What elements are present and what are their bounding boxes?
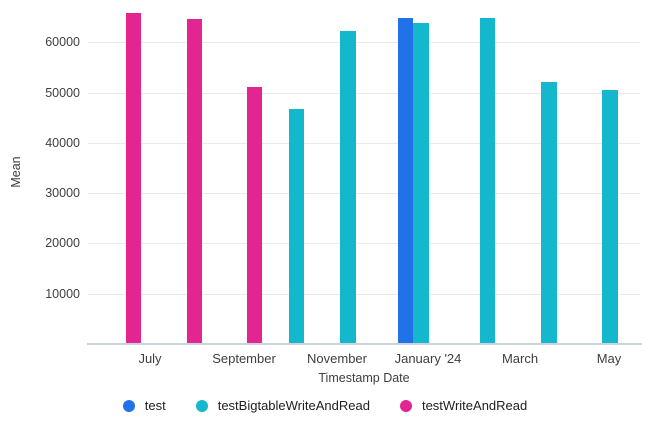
- x-axis-line: [87, 343, 642, 345]
- legend-label: testBigtableWriteAndRead: [217, 398, 370, 413]
- x-tick-label: May: [596, 351, 622, 366]
- bar-testWriteAndRead[interactable]: [186, 18, 202, 344]
- x-tick-label: September: [212, 351, 276, 366]
- bar-testBigtableWriteAndRead[interactable]: [479, 18, 496, 344]
- y-tick-label: 50000: [45, 85, 80, 100]
- legend-label: test: [144, 398, 166, 413]
- bar-testBigtableWriteAndRead[interactable]: [413, 23, 429, 344]
- gridline: [88, 92, 640, 94]
- x-axis-title: Timestamp Date: [318, 371, 410, 385]
- bar-testWriteAndRead[interactable]: [125, 13, 142, 344]
- legend-item-test[interactable]: test: [122, 398, 166, 413]
- bar-testBigtableWriteAndRead[interactable]: [602, 90, 618, 344]
- legend: test testBigtableWriteAndRead testWriteAnd…: [0, 398, 650, 413]
- x-tick-label: November: [307, 351, 367, 366]
- bar-testBigtableWriteAndRead[interactable]: [541, 81, 557, 344]
- bar-testWriteAndRead[interactable]: [246, 86, 263, 344]
- bar-testBigtableWriteAndRead[interactable]: [288, 108, 305, 344]
- plot-area: [88, 0, 640, 344]
- gridline: [88, 293, 640, 295]
- legend-item-testWriteAndRead[interactable]: testWriteAndRead: [399, 398, 528, 413]
- y-tick-label: 30000: [45, 186, 80, 201]
- gridline: [88, 193, 640, 195]
- legend-item-testBigtableWriteAndRead[interactable]: testBigtableWriteAndRead: [195, 398, 370, 413]
- y-tick-label: 40000: [45, 135, 80, 150]
- bar-test[interactable]: [397, 18, 414, 344]
- gridline: [88, 243, 640, 245]
- y-tick-label: 60000: [45, 35, 80, 50]
- x-tick-label: January '24: [394, 351, 462, 366]
- x-tick-label: July: [138, 351, 162, 366]
- legend-label: testWriteAndRead: [421, 398, 528, 413]
- y-tick-label: 20000: [45, 236, 80, 251]
- legend-swatch-icon: [195, 399, 208, 412]
- legend-swatch-icon: [122, 399, 135, 412]
- y-axis-title: Mean: [9, 156, 23, 188]
- gridline: [88, 142, 640, 144]
- y-tick-label: 10000: [45, 286, 80, 301]
- bar-testBigtableWriteAndRead[interactable]: [340, 31, 356, 344]
- x-tick-label: March: [501, 351, 539, 366]
- legend-swatch-icon: [399, 399, 412, 412]
- gridline: [88, 42, 640, 44]
